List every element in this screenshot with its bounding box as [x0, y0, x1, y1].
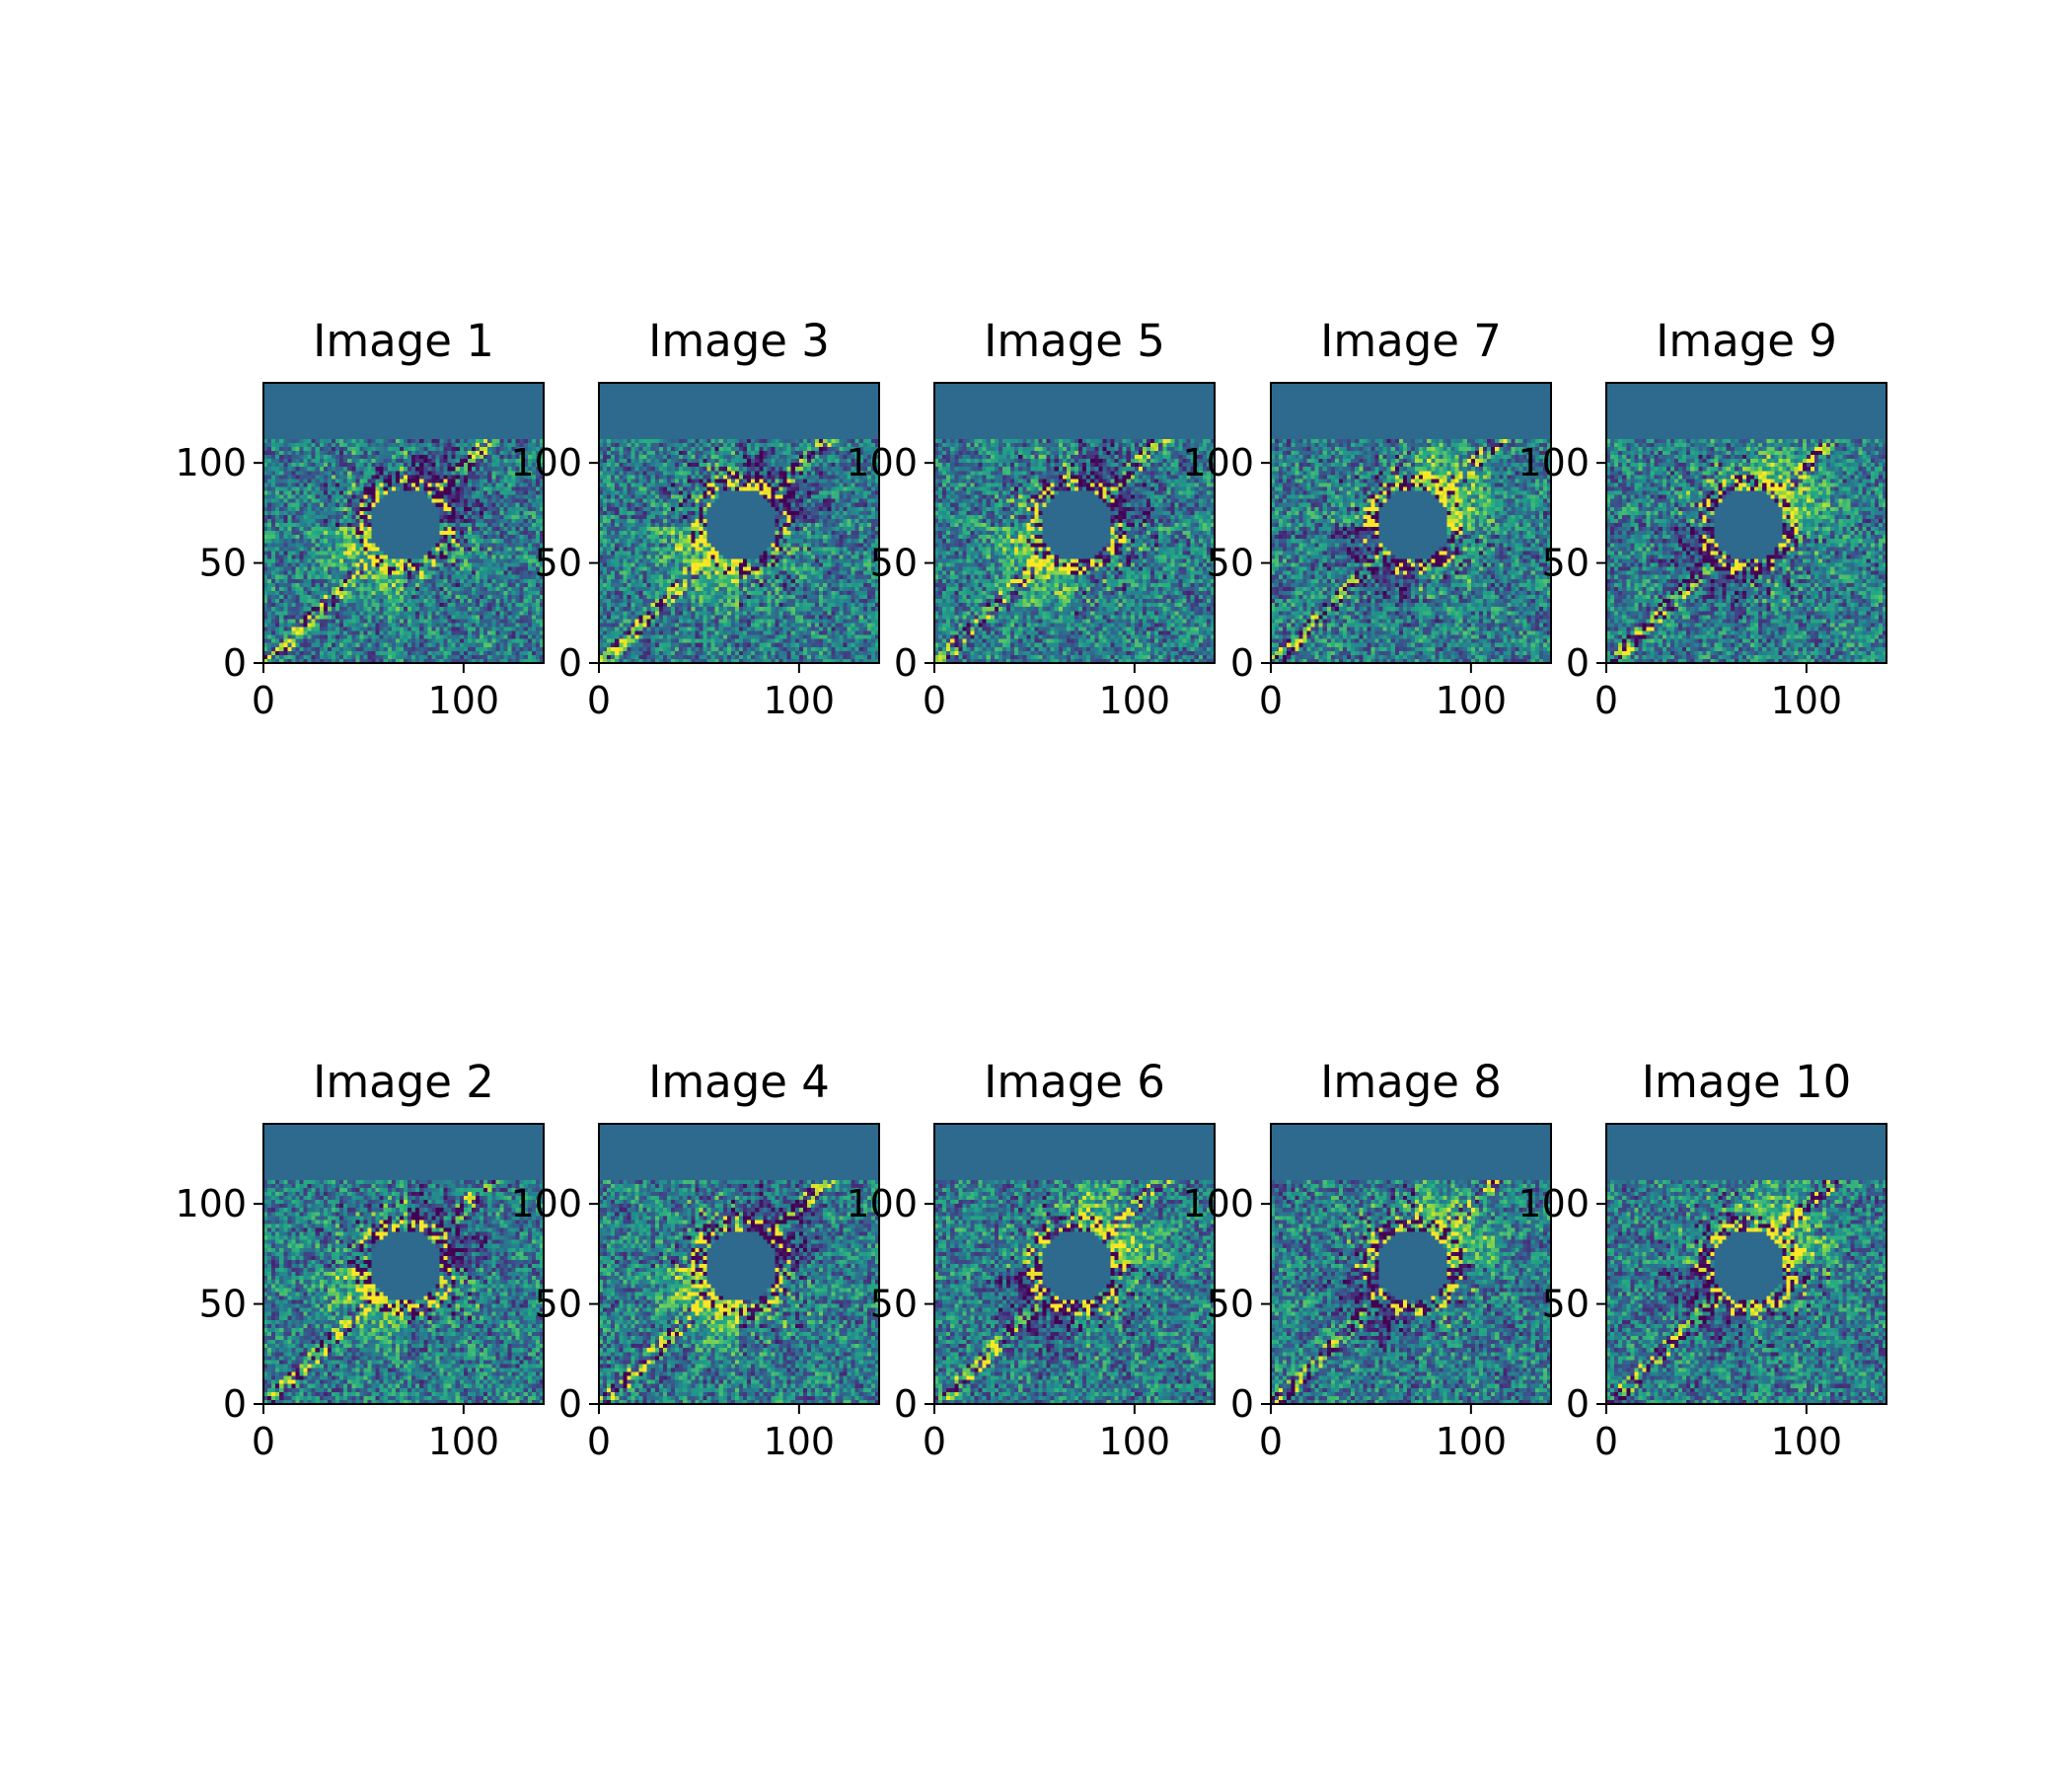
y-tick-label: 0	[1566, 1382, 1590, 1426]
y-tick-label: 50	[199, 1283, 247, 1326]
subplot-title: Image 10	[1642, 1056, 1852, 1108]
y-tick-label: 50	[870, 1283, 918, 1326]
subplot-title: Image 2	[313, 1056, 494, 1108]
x-tick-label: 0	[1594, 679, 1618, 722]
x-tick-label: 0	[1259, 679, 1283, 722]
y-tick-label: 0	[223, 1382, 247, 1426]
subplot-2: Image 3 0 100 0 50 100	[510, 315, 880, 722]
x-tick-label: 100	[1771, 1420, 1843, 1463]
y-tick-label: 50	[1207, 542, 1254, 585]
axes-frame	[1270, 382, 1552, 664]
axes-frame	[598, 382, 880, 664]
y-tick-label: 50	[870, 542, 918, 585]
subplot-title: Image 4	[648, 1056, 830, 1108]
y-tick-label: 0	[558, 1382, 582, 1426]
heatmap-image	[934, 1124, 1215, 1404]
subplot-title: Image 6	[984, 1056, 1165, 1108]
y-tick-label: 100	[1182, 1182, 1254, 1225]
y-tick-label: 100	[175, 1182, 247, 1225]
y-tick-label: 0	[894, 641, 918, 685]
x-tick-label: 0	[923, 679, 946, 722]
axes-frame	[262, 382, 545, 664]
heatmap-image	[263, 383, 544, 663]
subplot-title: Image 9	[1656, 315, 1837, 367]
heatmap-image	[1606, 383, 1887, 663]
heatmap-image	[263, 1124, 544, 1404]
y-tick-label: 50	[535, 1283, 582, 1326]
subplot-8: Image 6 0 100 0 50 100	[846, 1056, 1216, 1463]
heatmap-image	[599, 383, 879, 663]
x-tick-label: 0	[252, 1420, 275, 1463]
axes-frame	[1605, 382, 1887, 664]
subplot-4: Image 7 0 100 0 50 100	[1182, 315, 1552, 722]
y-tick-label: 0	[558, 641, 582, 685]
y-tick-label: 100	[1517, 1182, 1590, 1225]
x-tick-label: 100	[1099, 679, 1171, 722]
x-tick-label: 100	[1099, 1420, 1171, 1463]
x-tick-label: 100	[1771, 679, 1843, 722]
x-tick-label: 100	[1436, 1420, 1508, 1463]
x-tick-label: 0	[923, 1420, 946, 1463]
subplot-title: Image 7	[1320, 315, 1502, 367]
axes-frame	[598, 1123, 880, 1405]
y-tick-label: 100	[510, 1182, 582, 1225]
axes-frame	[1605, 1123, 1887, 1405]
y-tick-label: 100	[846, 441, 918, 484]
subplot-3: Image 5 0 100 0 50 100	[846, 315, 1216, 722]
subplot-title: Image 5	[984, 315, 1165, 367]
y-tick-label: 0	[1230, 641, 1254, 685]
heatmap-image	[1606, 1124, 1887, 1404]
x-tick-label: 0	[587, 679, 611, 722]
x-tick-label: 100	[764, 679, 836, 722]
heatmap-image	[934, 383, 1215, 663]
y-tick-label: 0	[223, 641, 247, 685]
y-tick-label: 50	[199, 542, 247, 585]
x-tick-label: 100	[1436, 679, 1508, 722]
subplot-title: Image 3	[648, 315, 830, 367]
axes-frame	[1270, 1123, 1552, 1405]
y-tick-label: 50	[1542, 542, 1590, 585]
axes-frame	[933, 1123, 1216, 1405]
x-tick-label: 0	[1259, 1420, 1283, 1463]
y-tick-label: 0	[894, 1382, 918, 1426]
y-tick-label: 50	[1542, 1283, 1590, 1326]
y-tick-label: 0	[1230, 1382, 1254, 1426]
subplot-1: Image 1 0 100 0 50 100	[175, 315, 545, 722]
subplot-5: Image 9 0 100 0 50 100	[1517, 315, 1887, 722]
subplot-9: Image 8 0 100 0 50 100	[1182, 1056, 1552, 1463]
x-tick-label: 0	[587, 1420, 611, 1463]
subplot-6: Image 2 0 100 0 50 100	[175, 1056, 545, 1463]
subplot-10: Image 10 0 100 0 50 100	[1517, 1056, 1887, 1463]
heatmap-image	[1271, 383, 1551, 663]
axes-frame	[933, 382, 1216, 664]
y-tick-label: 100	[175, 441, 247, 484]
y-tick-label: 50	[1207, 1283, 1254, 1326]
x-tick-label: 100	[428, 1420, 500, 1463]
y-tick-label: 100	[1182, 441, 1254, 484]
x-tick-label: 0	[252, 679, 275, 722]
heatmap-image	[1271, 1124, 1551, 1404]
x-tick-label: 100	[764, 1420, 836, 1463]
y-tick-label: 50	[535, 542, 582, 585]
subplot-7: Image 4 0 100 0 50 100	[510, 1056, 880, 1463]
axes-frame	[262, 1123, 545, 1405]
heatmap-image	[599, 1124, 879, 1404]
x-tick-label: 0	[1594, 1420, 1618, 1463]
y-tick-label: 100	[1517, 441, 1590, 484]
subplot-title: Image 1	[313, 315, 494, 367]
subplot-title: Image 8	[1320, 1056, 1502, 1108]
y-tick-label: 100	[846, 1182, 918, 1225]
y-tick-label: 0	[1566, 641, 1590, 685]
y-tick-label: 100	[510, 441, 582, 484]
x-tick-label: 100	[428, 679, 500, 722]
